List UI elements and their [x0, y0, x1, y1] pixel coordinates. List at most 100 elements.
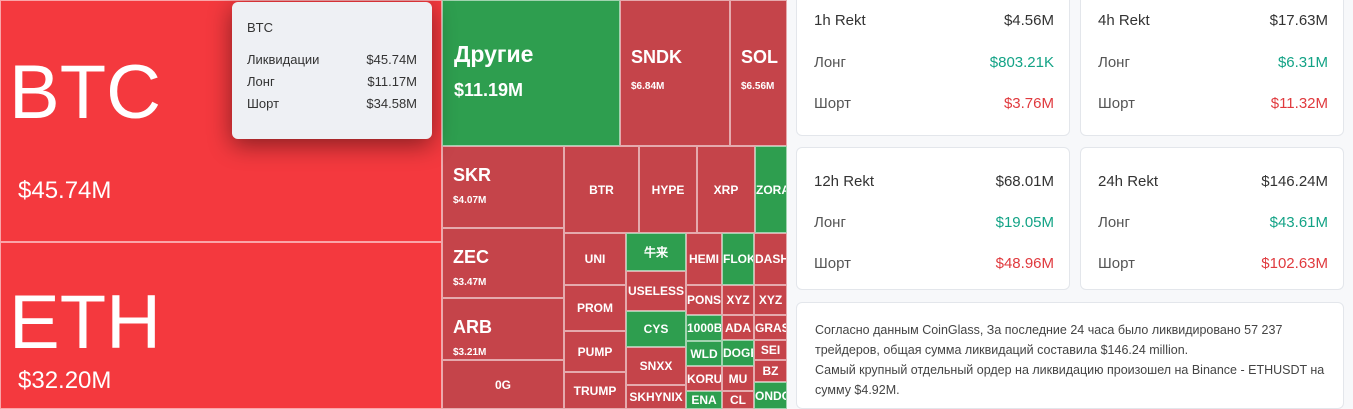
treemap-tile[interactable]: KORU: [686, 366, 722, 391]
treemap-tile[interactable]: ADA: [722, 315, 754, 340]
treemap-tile[interactable]: 0G: [442, 360, 564, 409]
tile-value: $32.20M: [18, 367, 112, 394]
treemap-tile[interactable]: SOL $6.56M: [730, 0, 787, 146]
treemap-tile[interactable]: ARB $3.21M: [442, 298, 564, 360]
treemap-tile[interactable]: PROM: [564, 285, 626, 331]
stat-total: $146.24M: [1261, 173, 1328, 190]
tile-symbol: CYS: [643, 322, 669, 336]
tile-symbol: CL: [730, 393, 746, 407]
stat-title: 4h Rekt: [1098, 12, 1150, 29]
treemap-tile[interactable]: ZORA: [755, 146, 787, 233]
tile-symbol: BTC: [9, 50, 161, 135]
treemap-tile[interactable]: SNXX: [626, 347, 686, 385]
tooltip-row-short: Шорт $34.58M: [247, 96, 417, 111]
stat-short-label: Шорт: [1098, 95, 1135, 112]
stat-long-label: Лонг: [1098, 54, 1130, 71]
tooltip-btc: BTC Ликвидации $45.74M Лонг $11.17M Шорт…: [232, 2, 432, 139]
tile-symbol: WLD: [690, 346, 718, 361]
treemap-tile[interactable]: ETH $32.20M: [0, 242, 442, 409]
treemap-tile[interactable]: XYZ: [754, 285, 787, 315]
stat-short-value: $48.96M: [995, 255, 1054, 272]
stat-short-label: Шорт: [1098, 255, 1135, 272]
treemap-tile[interactable]: ONDO: [754, 382, 787, 409]
stats-panel: 1h Rekt $4.56M Лонг $803.21K Шорт $3.76M…: [787, 0, 1353, 409]
treemap-tile[interactable]: MU: [722, 366, 754, 391]
tooltip-title: BTC: [247, 20, 273, 35]
treemap-tile[interactable]: PONS: [686, 285, 722, 315]
treemap-tile[interactable]: Другие $11.19M: [442, 0, 620, 146]
treemap-tile[interactable]: DASH: [754, 233, 787, 285]
treemap-tile[interactable]: SKR $4.07M: [442, 146, 564, 228]
tooltip-row-long: Лонг $11.17M: [247, 74, 417, 89]
tile-symbol: FLOKI: [723, 252, 753, 266]
treemap-tile[interactable]: CYS: [626, 311, 686, 347]
tile-symbol: GRASS: [755, 320, 786, 335]
stat-header: 1h Rekt $4.56M: [814, 12, 1054, 29]
stat-long-label: Лонг: [1098, 214, 1130, 231]
treemap-tile[interactable]: DOGE: [722, 340, 754, 366]
tile-value: $3.47M: [453, 277, 487, 288]
stat-title: 24h Rekt: [1098, 173, 1159, 190]
tile-symbol: 0G: [494, 377, 511, 392]
tile-symbol: DOGE: [723, 346, 753, 360]
tile-symbol: XYZ: [726, 293, 750, 307]
treemap-tile[interactable]: ZEC $3.47M: [442, 228, 564, 298]
tile-symbol: HYPE: [651, 182, 685, 197]
tile-symbol: ARB: [453, 317, 492, 337]
stat-long-row: Лонг $43.61M: [1098, 214, 1328, 231]
treemap-tile[interactable]: XYZ: [722, 285, 754, 315]
stat-short-label: Шорт: [814, 255, 851, 272]
treemap-tile[interactable]: GRASS: [754, 315, 787, 340]
treemap-tile[interactable]: HYPE: [639, 146, 697, 233]
tile-symbol: PONS: [687, 293, 722, 307]
stat-total: $68.01M: [995, 173, 1054, 190]
tile-symbol: KORU: [687, 371, 722, 386]
stat-short-label: Шорт: [814, 95, 851, 112]
treemap-tile[interactable]: ENA: [686, 391, 722, 409]
tile-symbol: SEI: [760, 343, 781, 357]
stat-short-value: $102.63M: [1261, 255, 1328, 272]
treemap-tile[interactable]: PUMP: [564, 331, 626, 372]
treemap-tile[interactable]: SNDK $6.84M: [620, 0, 730, 146]
stat-short-value: $3.76M: [1003, 95, 1054, 112]
stat-long-value: $43.61M: [1269, 214, 1328, 231]
tile-symbol: MU: [728, 371, 748, 386]
tile-symbol: PUMP: [577, 344, 613, 359]
tooltip-row-liquidations: Ликвидации $45.74M: [247, 52, 417, 67]
treemap-tile[interactable]: UNI: [564, 233, 626, 285]
stat-short-row: Шорт $11.32M: [1098, 95, 1328, 112]
stat-long-value: $6.31M: [1277, 54, 1328, 71]
tooltip-label: Лонг: [247, 74, 275, 89]
stat-long-value: $19.05M: [995, 214, 1054, 231]
stat-card-1h: 1h Rekt $4.56M Лонг $803.21K Шорт $3.76M: [796, 0, 1070, 136]
tooltip-value: $34.58M: [366, 96, 417, 111]
treemap-tile[interactable]: CL: [722, 391, 754, 409]
treemap-tile[interactable]: 牛来: [626, 233, 686, 271]
tile-value: $11.19M: [454, 80, 524, 100]
treemap-tile[interactable]: 1000BONK: [686, 315, 722, 341]
stat-card-12h: 12h Rekt $68.01M Лонг $19.05M Шорт $48.9…: [796, 147, 1070, 290]
tile-symbol: UNI: [584, 252, 606, 266]
tile-value: $45.74M: [18, 177, 112, 204]
tooltip-label: Ликвидации: [247, 52, 320, 67]
stat-long-row: Лонг $19.05M: [814, 214, 1054, 231]
treemap-tile[interactable]: BZ: [754, 360, 787, 382]
tile-symbol: HEMI: [689, 252, 719, 266]
treemap-tile[interactable]: SKHYNIX: [626, 385, 686, 409]
treemap-tile[interactable]: TRUMP: [564, 372, 626, 409]
tile-symbol: SOL: [741, 47, 779, 67]
stat-short-row: Шорт $102.63M: [1098, 255, 1328, 272]
treemap-tile[interactable]: SEI: [754, 340, 787, 360]
treemap-tile[interactable]: HEMI: [686, 233, 722, 285]
stat-card-4h: 4h Rekt $17.63M Лонг $6.31M Шорт $11.32M: [1080, 0, 1344, 136]
treemap-tile[interactable]: USELESS: [626, 271, 686, 311]
tile-symbol: ONDO: [755, 388, 786, 403]
treemap-tile[interactable]: WLD: [686, 341, 722, 366]
tooltip-label: Шорт: [247, 96, 280, 111]
treemap-tile[interactable]: BTR: [564, 146, 639, 233]
treemap-tile[interactable]: XRP: [697, 146, 755, 233]
tile-symbol: 1000BONK: [687, 321, 722, 335]
stat-short-row: Шорт $3.76M: [814, 95, 1054, 112]
treemap-tile[interactable]: FLOKI: [722, 233, 754, 285]
tile-value: $6.56M: [741, 81, 775, 92]
